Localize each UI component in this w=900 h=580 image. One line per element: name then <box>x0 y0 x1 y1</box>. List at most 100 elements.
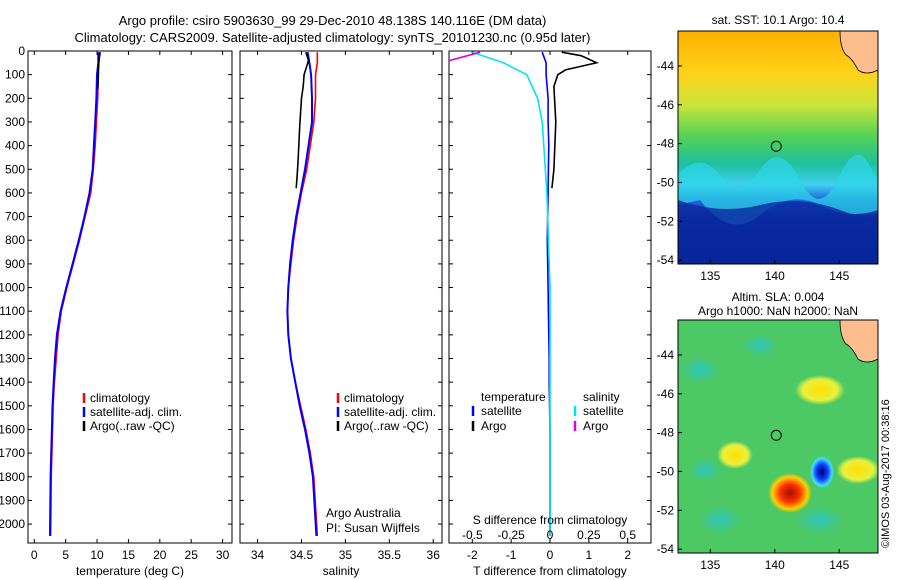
y-tick-label: -44 <box>657 348 675 362</box>
series-line-salinity-satellite <box>472 51 551 536</box>
y-tick-label: -46 <box>657 98 675 112</box>
legend-label: satellite-adj. clim. <box>344 405 436 419</box>
map-frame <box>677 319 879 554</box>
legend-label: Argo <box>481 419 507 433</box>
x-tick-label: 135 <box>700 269 720 283</box>
y-tick-label: 900 <box>5 257 25 271</box>
panel-temperature: 0100200300400500600700800900100011001200… <box>0 44 233 578</box>
y-tick-label: 100 <box>5 68 25 82</box>
map-title: Altim. SLA: 0.004 <box>732 290 825 304</box>
x-tick-label: 0 <box>547 548 554 562</box>
series-line-climatology <box>286 52 319 536</box>
series-group <box>449 51 600 536</box>
x-tick-label: 35 <box>339 548 353 562</box>
x-tick-label: 20 <box>153 548 167 562</box>
series-line-satellite-adj-clim- <box>286 52 318 536</box>
x-tick-label: 15 <box>122 548 136 562</box>
y-tick-label: 2000 <box>0 517 25 531</box>
secondary-tick-label: -0.5 <box>462 528 483 542</box>
y-tick-label: 1100 <box>0 304 25 318</box>
legend-label: Argo <box>583 419 609 433</box>
series-line-argo-raw-qc- <box>295 51 310 189</box>
x-axis-label: temperature (deg C) <box>76 564 184 578</box>
y-tick-label: 700 <box>5 210 25 224</box>
secondary-tick-label: 0 <box>547 528 554 542</box>
map-axes-sla-map: 135 140 145 -44 -46 -48 -50 -52 -54 Altim. SLA: 0… <box>657 290 879 572</box>
series-line-temperature-argo <box>551 51 600 189</box>
y-tick-label: -50 <box>657 175 675 189</box>
legend-label: satellite <box>583 404 624 418</box>
legend-label: satellite <box>481 404 522 418</box>
sst-cold-water <box>678 200 878 264</box>
y-tick-label: 500 <box>5 162 25 176</box>
y-tick-label: 1500 <box>0 399 25 413</box>
map-frame <box>677 30 879 265</box>
y-tick-label: 0 <box>18 44 25 58</box>
y-tick-label: -54 <box>657 542 675 556</box>
legend-label: satellite-adj. clim. <box>90 405 182 419</box>
x-tick-label: 140 <box>765 269 785 283</box>
x-tick-label: 145 <box>829 269 849 283</box>
x-tick-label: 140 <box>765 558 785 572</box>
annotation-line: Argo Australia <box>326 506 401 520</box>
sla-negative-anomaly <box>810 456 834 488</box>
series-line-argo-raw-qc- <box>96 52 101 89</box>
x-axis-label: T difference from climatology <box>473 564 627 578</box>
secondary-axis-label: S difference from climatology <box>473 513 628 527</box>
secondary-tick-label: -0.25 <box>497 528 525 542</box>
x-tick-label: 30 <box>216 548 230 562</box>
series-group <box>286 51 319 536</box>
y-tick-label: 1800 <box>0 470 25 484</box>
x-tick-label: 0 <box>31 548 38 562</box>
x-axis-label: salinity <box>323 564 360 578</box>
y-tick-label: 1900 <box>0 493 25 507</box>
x-tick-label: 10 <box>90 548 104 562</box>
map-title: sat. SST: 10.1 Argo: 10.4 <box>712 13 845 27</box>
x-tick-label: 5 <box>62 548 69 562</box>
series-line-temperature-satellite <box>541 51 551 536</box>
sla-map <box>678 320 878 553</box>
y-tick-label: -54 <box>657 253 675 267</box>
series-line-climatology <box>49 52 101 536</box>
y-tick-label: 800 <box>5 233 25 247</box>
legend-label: Argo(..raw -QC) <box>344 419 429 433</box>
sst-map <box>678 31 878 264</box>
map-axes-sst-map: 135 140 145 -44 -46 -48 -50 -52 -54 sat. SST: 10.… <box>657 13 879 283</box>
legend-label: climatology <box>344 391 404 405</box>
panel-difference: -2 -1 0 1 2 T difference from climatology <box>448 50 652 578</box>
x-tick-label: 34.5 <box>290 548 314 562</box>
series-group <box>49 52 101 536</box>
float-position-marker <box>770 429 782 441</box>
y-tick-label: -48 <box>657 426 675 440</box>
y-tick-label: 200 <box>5 91 25 105</box>
map-title: Argo h1000: NaN h2000: NaN <box>698 304 858 318</box>
panel-salinity: 34 34.5 35 35.5 36 salinity <box>239 50 443 578</box>
y-tick-label: -48 <box>657 137 675 151</box>
plot-frame <box>239 50 443 544</box>
secondary-tick-label: 0.5 <box>619 528 636 542</box>
x-tick-label: 36 <box>427 548 441 562</box>
legend-label: climatology <box>90 391 150 405</box>
plot-frame <box>27 50 233 544</box>
annotation-line: PI: Susan Wijffels <box>326 521 420 535</box>
y-tick-label: 1600 <box>0 422 25 436</box>
y-tick-label: 1300 <box>0 352 25 366</box>
secondary-tick-label: 0.25 <box>577 528 601 542</box>
tasmania-landmass <box>839 320 878 363</box>
y-tick-label: 600 <box>5 186 25 200</box>
tasmania-landmass <box>839 31 878 74</box>
y-tick-label: 1200 <box>0 328 25 342</box>
x-tick-label: -2 <box>467 548 478 562</box>
figure-title-line2: Climatology: CARS2009. Satellite-adjuste… <box>74 30 591 45</box>
y-tick-label: -44 <box>657 59 675 73</box>
copyright-stamp: ©IMOS 03-Aug-2017 00:38:16 <box>880 399 892 548</box>
x-tick-label: 1 <box>586 548 593 562</box>
sla-positive-anomaly <box>768 473 812 513</box>
y-tick-label: 1000 <box>0 281 25 295</box>
y-tick-label: 1700 <box>0 446 25 460</box>
legend-label: Argo(..raw -QC) <box>90 419 175 433</box>
series-line-satellite-adj-clim- <box>49 52 100 536</box>
y-tick-label: 1400 <box>0 375 25 389</box>
y-tick-label: -50 <box>657 464 675 478</box>
